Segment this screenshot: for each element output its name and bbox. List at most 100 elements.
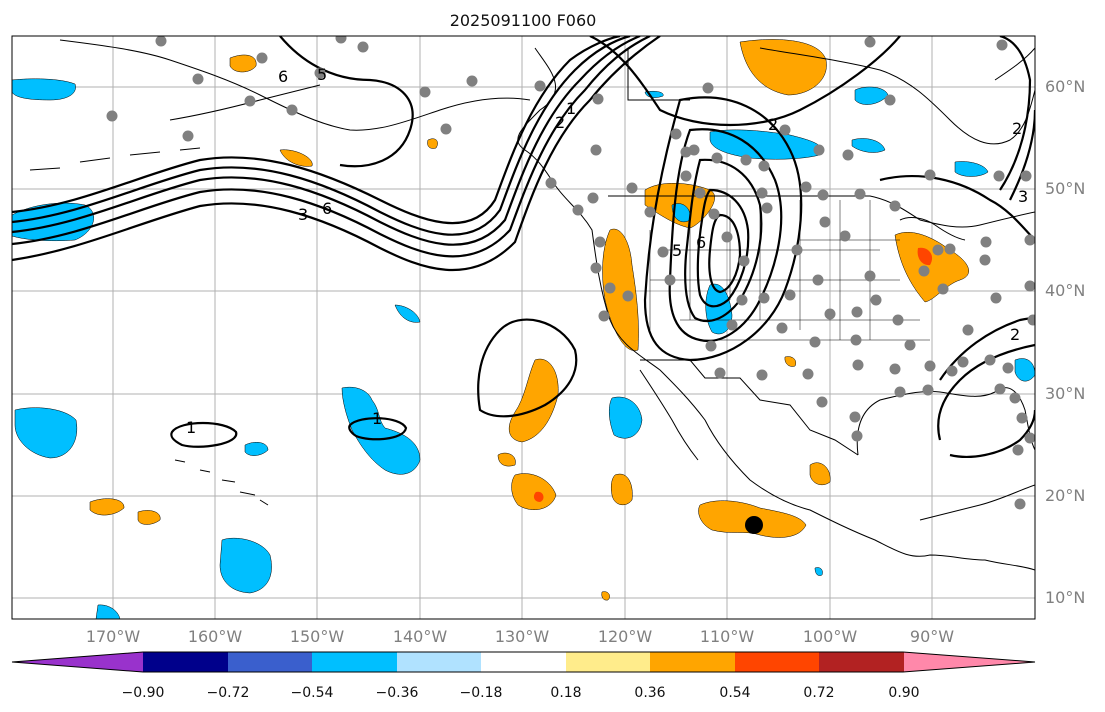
- coastline-alaska: [59, 39, 531, 131]
- station-dot: [440, 123, 452, 135]
- colorbar-tick-label: −0.18: [460, 685, 503, 701]
- colorbar-segments: [12, 652, 1035, 672]
- shade-cyan-region: [394, 304, 421, 323]
- station-dot: [904, 339, 916, 351]
- station-dot: [852, 359, 864, 371]
- coastline-canada-arctic: [759, 47, 1035, 145]
- shade-cyan-region: [244, 442, 269, 456]
- shade-orange-region: [137, 510, 161, 525]
- station-dot: [626, 182, 638, 194]
- station-dot: [644, 206, 656, 218]
- station-dot: [850, 334, 862, 346]
- shade-orange-region: [279, 149, 313, 167]
- station-dot: [984, 354, 996, 366]
- lon-label: 110°W: [700, 627, 755, 646]
- contour-ridge-trough: [999, 36, 1032, 191]
- colorbar-segment: [904, 652, 1035, 672]
- colorbar-segment: [566, 652, 650, 672]
- station-dot: [604, 282, 616, 294]
- shade-cyan-region: [219, 537, 272, 594]
- shade-cyan-region: [14, 407, 78, 459]
- colorbar-segment: [312, 652, 397, 672]
- contour-ridge-trough: [668, 128, 783, 343]
- station-dot: [784, 289, 796, 301]
- contour-label: 1: [186, 418, 196, 437]
- station-dot: [884, 94, 896, 106]
- shade-orange-region: [89, 498, 125, 516]
- lon-label: 170°W: [86, 627, 141, 646]
- coastline-gulf-of-mexico: [856, 387, 1035, 456]
- map-background: [12, 36, 1035, 619]
- latitude-labels: 60°N 50°N 40°N 30°N 20°N 10°N: [1045, 77, 1085, 607]
- station-dot: [819, 216, 831, 228]
- lon-label: 100°W: [803, 627, 858, 646]
- shade-orange-region: [602, 228, 639, 351]
- contour-label: 5: [672, 241, 682, 260]
- highlighted-location-marker: [745, 516, 763, 534]
- station-dot: [758, 292, 770, 304]
- station-dot: [892, 314, 904, 326]
- station-dot: [680, 170, 692, 182]
- station-dot: [192, 73, 204, 85]
- station-dot: [1024, 234, 1035, 246]
- station-dot: [809, 336, 821, 348]
- contour-ridge-trough: [879, 174, 1035, 241]
- contour-ridge-trough: [684, 158, 763, 323]
- station-dot: [946, 365, 958, 377]
- colorbar-tick-label: −0.72: [207, 685, 250, 701]
- station-dot: [918, 265, 930, 277]
- station-dot: [864, 36, 876, 48]
- contour-label: 2: [768, 115, 778, 134]
- contour-label: 2: [1010, 325, 1020, 344]
- station-dot: [813, 144, 825, 156]
- contour-ridge-trough: [937, 343, 1035, 441]
- lat-label: 10°N: [1045, 588, 1085, 607]
- station-dot: [756, 187, 768, 199]
- station-dot: [670, 128, 682, 140]
- contour-ridge-trough: [708, 213, 742, 294]
- station-dot: [708, 208, 720, 220]
- station-dot: [957, 356, 969, 368]
- shade-cyan-region: [814, 567, 823, 576]
- station-dot: [711, 152, 723, 164]
- station-dot: [980, 236, 992, 248]
- station-dot: [851, 430, 863, 442]
- figure-title: 2025091100 F060: [450, 11, 597, 30]
- station-dot: [1009, 392, 1021, 404]
- station-dot: [1016, 412, 1028, 424]
- station-dot: [622, 290, 634, 302]
- coastline-great-lakes: [899, 217, 966, 241]
- station-dot: [1002, 362, 1014, 374]
- station-dot: [736, 294, 748, 306]
- contour-label: 2: [1012, 119, 1022, 138]
- shade-orange-region: [229, 54, 257, 73]
- lon-label: 150°W: [290, 627, 345, 646]
- station-dot: [572, 204, 584, 216]
- station-dot: [894, 386, 906, 398]
- shade-orange-region: [784, 356, 796, 367]
- station-dot: [155, 36, 167, 47]
- station-dot: [1024, 280, 1035, 292]
- colorbar-tick-label: −0.36: [376, 685, 419, 701]
- station-dot: [335, 36, 347, 44]
- lat-label: 20°N: [1045, 486, 1085, 505]
- station-dot: [996, 39, 1008, 51]
- shade-red-region: [533, 491, 544, 502]
- station-dot: [594, 236, 606, 248]
- station-dot: [779, 124, 791, 136]
- coastline-caribbean: [919, 484, 1035, 521]
- station-dot: [694, 187, 706, 199]
- colorbar: −0.90 −0.72 −0.54 −0.36 −0.18 0.18 0.36 …: [11, 651, 1036, 701]
- colorbar-tick-label: 0.18: [550, 685, 581, 701]
- station-dot: [870, 294, 882, 306]
- station-dot: [791, 244, 803, 256]
- colorbar-tick-label: 0.90: [888, 685, 919, 701]
- station-dot: [1012, 444, 1024, 456]
- station-dot: [286, 104, 298, 116]
- station-dot: [864, 270, 876, 282]
- station-dot: [740, 154, 752, 166]
- map-frame: [11, 35, 1036, 620]
- colorbar-segment: [143, 652, 228, 672]
- station-dot: [1024, 432, 1035, 444]
